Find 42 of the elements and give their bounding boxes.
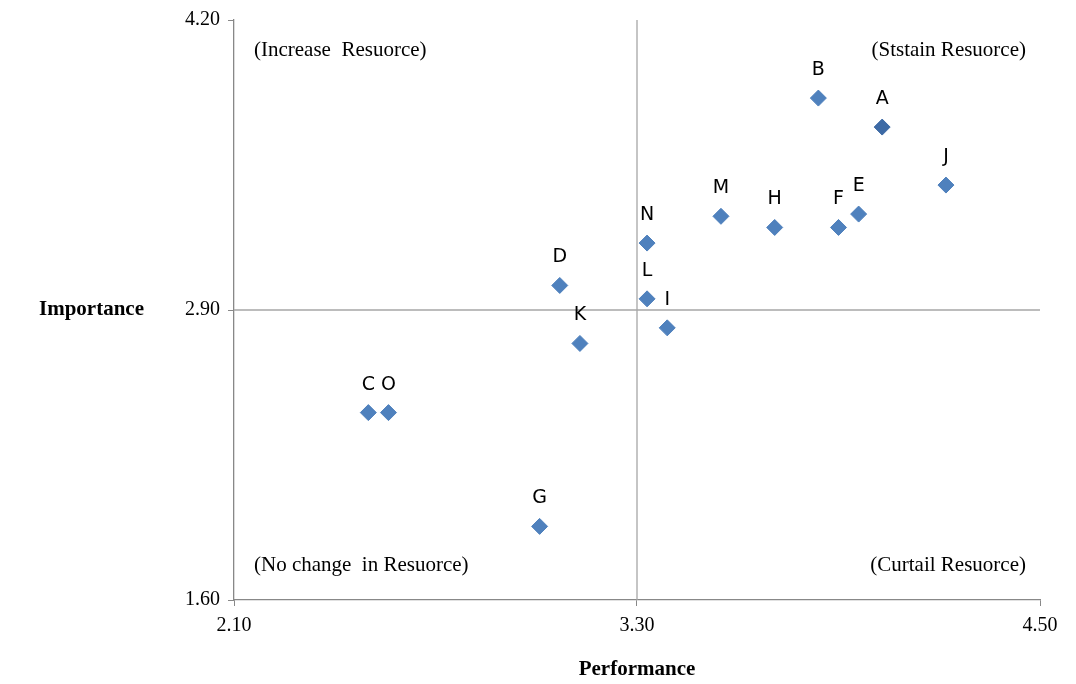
- point: [359, 404, 377, 422]
- series-label: I: [664, 286, 671, 309]
- series-label: D: [552, 244, 568, 267]
- annotation: (Ststain Resuorce): [871, 36, 1027, 61]
- series-label: K: [573, 302, 587, 325]
- x-tick-label: 4.50: [1022, 613, 1058, 636]
- annotation: (Increase Resuorce): [254, 36, 427, 61]
- point: [712, 207, 730, 225]
- series-label: B: [811, 57, 825, 80]
- series-label: O: [381, 371, 396, 394]
- y-tick-label: 1.60: [185, 587, 220, 610]
- series-label: N: [639, 202, 655, 225]
- series-label: M: [712, 175, 730, 198]
- point: [937, 176, 955, 194]
- y-tick-label: 4.20: [185, 7, 220, 30]
- point: [766, 218, 784, 236]
- annotation: (No change in Resuorce): [254, 551, 469, 576]
- y-axis-title: Importance: [39, 296, 144, 321]
- point: [873, 118, 891, 136]
- series-label: F: [833, 186, 844, 209]
- series-label: J: [942, 144, 949, 167]
- series-label: A: [875, 86, 889, 109]
- series-label: C: [361, 371, 375, 394]
- x-tick-label: 3.30: [619, 613, 655, 636]
- point: [531, 517, 549, 535]
- x-axis-title: Performance: [578, 656, 696, 681]
- annotation: (Curtail Resuorce): [870, 551, 1026, 576]
- point: [658, 319, 676, 337]
- point: [638, 234, 656, 252]
- series-label: H: [767, 186, 782, 209]
- point: [379, 404, 397, 422]
- point: [571, 334, 589, 352]
- point: [551, 276, 569, 294]
- series-label: G: [532, 485, 547, 508]
- point: [830, 218, 847, 236]
- y-tick-label: 2.90: [185, 297, 220, 320]
- series-label: L: [641, 257, 653, 280]
- point: [638, 290, 656, 308]
- point: [809, 89, 827, 107]
- series-label: E: [852, 173, 865, 196]
- x-tick-label: 2.10: [216, 613, 252, 636]
- point: [850, 205, 868, 223]
